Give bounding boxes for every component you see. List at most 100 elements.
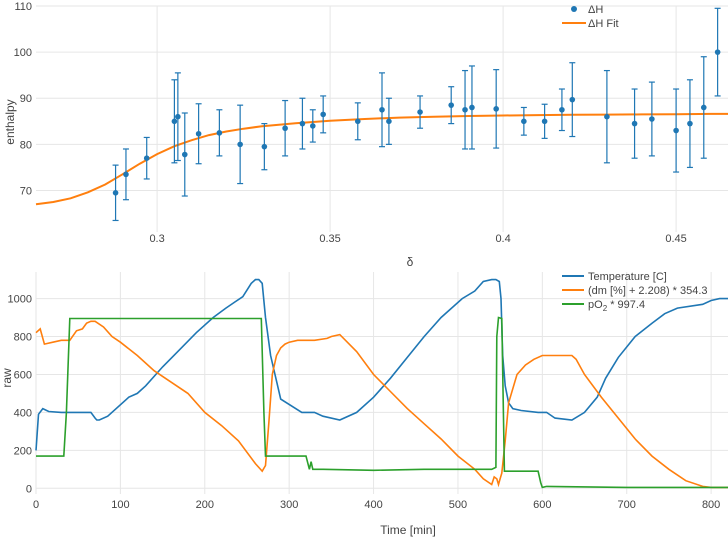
dh-point (181, 112, 188, 197)
top-y-tick-label: 80 (20, 139, 32, 151)
top-y-tick-label: 100 (14, 47, 32, 59)
bottom-x-tick-label: 400 (364, 499, 382, 511)
dh-marker (379, 106, 385, 113)
dh-point (174, 72, 181, 162)
dh-marker (123, 171, 129, 178)
top-x-tick-label: 0.4 (495, 233, 510, 245)
dh-marker (216, 130, 223, 136)
dh-point (493, 69, 500, 149)
dh-point (237, 104, 244, 185)
bottom-x-tick-label: 0 (33, 499, 39, 511)
dh-point (309, 109, 316, 143)
top-x-tick-label: 0.45 (665, 233, 686, 245)
dh-point (468, 65, 475, 150)
dh-marker (299, 120, 306, 127)
dh-marker (462, 106, 468, 113)
dh-point (686, 79, 693, 169)
legend-dh-marker (571, 6, 577, 12)
dh-marker (541, 118, 548, 125)
dh-marker (493, 106, 499, 112)
legend-po2-label: pO2 * 997.4 (588, 299, 645, 313)
dh-point (354, 102, 361, 141)
bottom-legend[interactable]: Temperature [C] (dm [%] + 2.208) * 354.3… (562, 272, 708, 313)
dh-marker (631, 120, 638, 127)
dh-marker (181, 151, 188, 158)
dh-point (379, 72, 385, 148)
dh-point (385, 97, 392, 145)
dh-point (261, 123, 268, 171)
raw-time-chart: 0 200 400 600 800 1000 0 100 200 300 400 500 600 700… (0, 272, 728, 537)
bottom-y-tick-label: 600 (14, 369, 32, 381)
dh-marker (171, 118, 178, 125)
legend-dh-fit-label: ΔH Fit (588, 18, 619, 30)
dh-marker (417, 109, 423, 115)
po2-line (36, 316, 728, 489)
bottom-y-tick-label: 1000 (8, 294, 32, 306)
dh-marker (386, 118, 392, 125)
dh-point (122, 148, 129, 201)
top-legend[interactable]: ΔH ΔH Fit (562, 4, 619, 30)
dm-line (35, 320, 728, 489)
top-chart-x-ticks: 0.3 0.35 0.4 0.45 (149, 233, 686, 245)
bottom-x-tick-label: 600 (533, 499, 551, 511)
top-y-tick-label: 90 (20, 93, 32, 105)
dh-marker (143, 155, 150, 162)
bottom-y-tick-label: 400 (14, 407, 32, 419)
top-chart-y-ticks: 70 80 90 100 110 (14, 1, 32, 197)
dh-marker (282, 125, 288, 132)
dh-point (462, 69, 469, 150)
top-x-tick-label: 0.3 (149, 233, 164, 245)
dh-marker (649, 116, 655, 122)
dh-point (631, 88, 638, 159)
dh-point (171, 79, 178, 164)
dh-marker (448, 102, 455, 108)
dh-point (112, 164, 119, 222)
dh-point (448, 86, 455, 125)
bottom-x-tick-label: 500 (449, 499, 467, 511)
dh-marker (604, 113, 610, 120)
enthalpy-chart: 70 80 90 100 110 0.3 0.35 0.4 0.45 enthalpy δ Δ… (3, 1, 728, 269)
dh-point (558, 88, 565, 132)
dh-point (603, 69, 610, 164)
dh-marker (310, 123, 316, 129)
dh-marker (175, 113, 181, 120)
temperature-line (35, 278, 728, 451)
dh-marker (195, 130, 202, 137)
dh-point (520, 106, 527, 136)
dh-point (673, 88, 680, 173)
dh-point (648, 81, 655, 157)
bottom-y-tick-label: 0 (26, 483, 32, 495)
dh-marker (469, 104, 475, 111)
bottom-x-tick-label: 100 (111, 499, 129, 511)
bottom-x-tick-label: 800 (702, 499, 720, 511)
bottom-y-tick-label: 200 (14, 445, 32, 457)
legend-temperature-label: Temperature [C] (588, 272, 667, 283)
dh-marker (261, 143, 268, 150)
dh-point (541, 103, 548, 139)
top-x-tick-label: 0.35 (319, 233, 340, 245)
dh-points (112, 7, 721, 222)
bottom-chart-x-ticks: 0 100 200 300 400 500 600 700 800 (33, 499, 720, 511)
bottom-y-tick-label: 800 (14, 332, 32, 344)
dh-marker (521, 118, 527, 125)
dh-point (216, 109, 223, 157)
top-y-tick-label: 70 (20, 185, 32, 197)
dh-point (195, 103, 202, 165)
dh-marker (237, 141, 243, 148)
dh-marker (714, 49, 721, 55)
dh-point (569, 62, 576, 138)
bottom-x-axis-title: Time [min] (380, 523, 436, 537)
bottom-x-tick-label: 300 (280, 499, 298, 511)
dh-point (700, 56, 707, 159)
dh-point (417, 95, 424, 129)
dh-point (714, 7, 721, 97)
dh-point (299, 97, 306, 150)
dh-point (282, 99, 289, 157)
dh-marker (569, 96, 576, 103)
bottom-y-axis-title: raw (0, 368, 14, 388)
dh-marker (354, 118, 361, 125)
dh-marker (673, 127, 679, 134)
top-y-axis-title: enthalpy (3, 99, 17, 144)
legend-dm-label: (dm [%] + 2.208) * 354.3 (588, 285, 708, 297)
dh-marker (687, 120, 693, 127)
